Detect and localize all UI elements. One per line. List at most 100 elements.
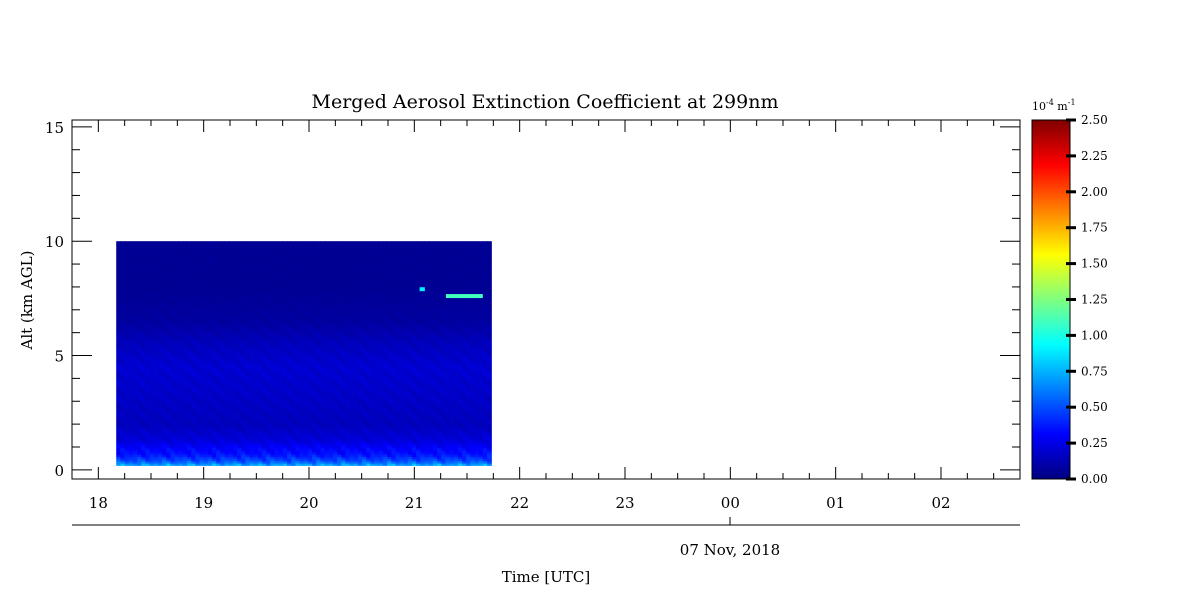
heatmap-cell	[228, 429, 234, 433]
heatmap-cell	[149, 375, 155, 379]
heatmap-cell	[270, 415, 276, 419]
heatmap-cell	[270, 451, 276, 455]
heatmap-cell	[270, 411, 276, 415]
heatmap-cell	[220, 353, 226, 357]
heatmap-cell	[278, 418, 284, 422]
heatmap-cell	[262, 442, 267, 446]
heatmap-cell	[270, 283, 276, 287]
heatmap-cell	[216, 371, 222, 374]
heatmap-cell	[299, 436, 305, 439]
heatmap-cell	[249, 310, 255, 314]
heatmap-cell	[132, 292, 138, 296]
heatmap-cell	[166, 456, 172, 460]
heatmap-cell	[157, 252, 163, 256]
heatmap-cell	[187, 256, 192, 260]
heatmap-cell	[287, 395, 292, 399]
heatmap-cell	[224, 460, 230, 464]
heatmap-cell	[220, 250, 226, 253]
heatmap-cell	[212, 252, 217, 256]
heatmap-cell	[266, 312, 271, 316]
heatmap-cell	[153, 292, 159, 296]
heatmap-cell	[195, 458, 201, 462]
heatmap-cell	[120, 422, 126, 426]
heatmap-cell	[141, 373, 147, 377]
heatmap-cell	[162, 315, 167, 318]
heatmap-cell	[307, 247, 313, 251]
heatmap-cell	[253, 315, 259, 318]
heatmap-cell	[212, 290, 217, 294]
heatmap-cell	[212, 438, 217, 442]
heatmap-cell	[291, 326, 296, 330]
heatmap-cell	[224, 454, 230, 457]
heatmap-cell	[195, 241, 201, 245]
heatmap-cell	[162, 265, 167, 269]
heatmap-cell	[245, 337, 251, 341]
heatmap-cell	[282, 261, 288, 265]
heatmap-cell	[124, 281, 130, 285]
heatmap-cell	[120, 395, 126, 399]
heatmap-cell	[203, 413, 209, 417]
heatmap-cell	[120, 438, 126, 442]
heatmap-cell	[170, 312, 176, 316]
heatmap-cell	[195, 297, 201, 301]
heatmap-cell	[212, 389, 217, 392]
heatmap-cell	[224, 333, 230, 336]
heatmap-cell	[116, 375, 122, 379]
heatmap-cell	[249, 436, 255, 439]
heatmap-cell	[212, 297, 217, 301]
heatmap-cell	[295, 377, 301, 381]
heatmap-cell	[237, 310, 242, 314]
heatmap-cell	[253, 463, 259, 466]
heatmap-cell	[270, 440, 276, 444]
heatmap-cell	[178, 449, 184, 453]
heatmap-cell	[207, 312, 213, 316]
heatmap-cell	[149, 283, 155, 287]
heatmap-cell	[274, 451, 280, 455]
heatmap-cell	[232, 371, 238, 374]
heatmap-cell	[203, 346, 209, 350]
heatmap-cell	[182, 326, 188, 330]
heatmap-cell	[220, 279, 226, 283]
heatmap-cell	[166, 312, 172, 316]
heatmap-cell	[124, 288, 130, 292]
heatmap-cell	[178, 310, 184, 314]
heatmap-cell	[187, 447, 192, 451]
heatmap-cell	[274, 265, 280, 269]
heatmap-cell	[174, 335, 180, 339]
heatmap-cell	[262, 324, 267, 327]
heatmap-cell	[141, 449, 147, 453]
heatmap-cell	[282, 400, 288, 404]
heatmap-cell	[124, 384, 130, 388]
heatmap-cell	[299, 442, 305, 446]
heatmap-cell	[307, 409, 313, 413]
heatmap-cell	[207, 317, 213, 321]
heatmap-cell	[137, 308, 142, 312]
heatmap-cell	[187, 319, 192, 323]
heatmap-cell	[224, 364, 230, 368]
heatmap-cell	[149, 418, 155, 422]
heatmap-cell	[207, 252, 213, 256]
heatmap-cell	[124, 442, 130, 446]
heatmap-cell	[287, 303, 292, 307]
heatmap-cell	[203, 270, 209, 274]
heatmap-cell	[312, 337, 317, 341]
heatmap-cell	[291, 424, 296, 428]
heatmap-cell	[187, 415, 192, 419]
heatmap-cell	[182, 265, 188, 269]
heatmap-cell	[166, 422, 172, 426]
heatmap-cell	[303, 290, 309, 294]
heatmap-cell	[203, 380, 209, 383]
heatmap-cell	[299, 438, 305, 442]
heatmap-cell	[132, 297, 138, 301]
heatmap-cell	[295, 400, 301, 404]
heatmap-cell	[249, 463, 255, 466]
heatmap-cell	[162, 366, 167, 370]
heatmap-cell	[295, 458, 301, 462]
heatmap-cell	[124, 407, 130, 410]
heatmap-cell	[312, 389, 317, 392]
heatmap-cell	[295, 380, 301, 383]
heatmap-cell	[191, 328, 197, 332]
heatmap-cell	[312, 268, 317, 271]
heatmap-cell	[178, 243, 184, 247]
heatmap-cell	[241, 422, 247, 426]
